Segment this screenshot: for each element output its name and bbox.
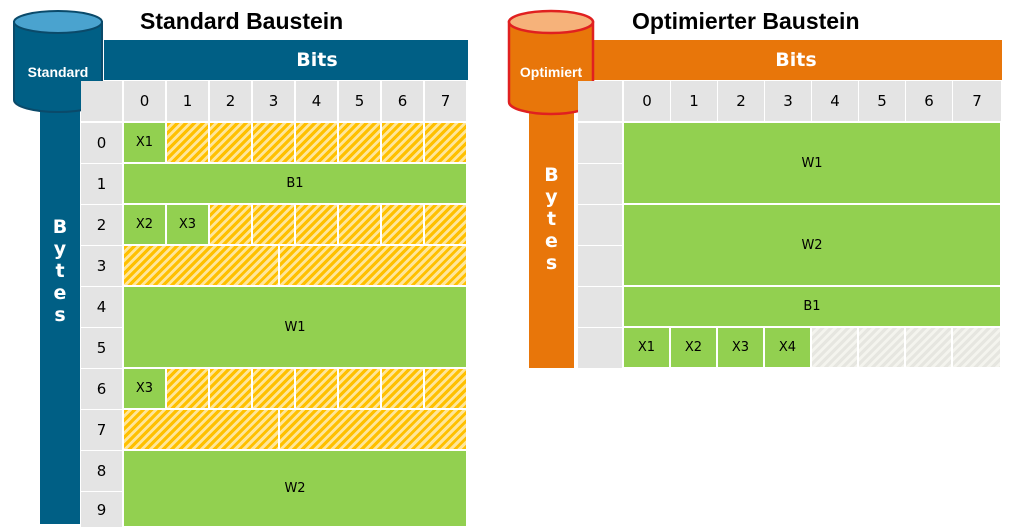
bytes-letter: e: [545, 230, 558, 252]
bytes-letter: B: [544, 164, 559, 186]
padding-cell: [253, 123, 296, 164]
optimiert-bytes-bar: B y t e s: [529, 80, 574, 368]
byte-cell: [578, 123, 623, 164]
standard-database-icon: Standard: [12, 8, 104, 118]
bytes-letter: t: [546, 208, 557, 230]
bit-number: 5: [859, 81, 906, 122]
padding-cell: [339, 123, 382, 164]
cell-x1: X1: [124, 123, 167, 164]
padding-block: [124, 410, 280, 451]
byte-number: 8: [81, 451, 123, 492]
padding-cell: [339, 205, 382, 246]
bits-label: Bits: [296, 49, 338, 71]
padding-block: [280, 246, 468, 287]
bit-number: 2: [210, 81, 252, 122]
padding-cell: [296, 205, 339, 246]
bit-number: 1: [167, 81, 209, 122]
cell-w2: W2: [624, 205, 1002, 287]
byte-cell: [578, 205, 623, 246]
padding-block: [280, 410, 468, 451]
byte-cell: [578, 287, 623, 328]
cell-x3: X3: [167, 205, 210, 246]
bytes-letter: B: [52, 216, 68, 238]
cell-b1: B1: [624, 287, 1002, 328]
bytes-letter: e: [53, 282, 67, 304]
bit-number: 7: [953, 81, 1002, 122]
header-corner: [578, 81, 623, 122]
padding-cell: [210, 205, 253, 246]
cell-x2: X2: [124, 205, 167, 246]
cell-w1: W1: [124, 287, 468, 369]
padding-cell: [167, 369, 210, 410]
padding-cell: [253, 205, 296, 246]
padding-cell: [425, 205, 468, 246]
padding-cell: [167, 123, 210, 164]
cell-x3: X3: [124, 369, 167, 410]
cell-x4: X4: [765, 328, 812, 369]
cell-x1: X1: [624, 328, 671, 369]
bit-number: 1: [671, 81, 718, 122]
bytes-letter: y: [545, 186, 558, 208]
padding-cell: [382, 369, 425, 410]
padding-cell: [296, 123, 339, 164]
byte-number: 3: [81, 246, 123, 287]
header-corner: [81, 81, 123, 122]
byte-cell: [578, 328, 623, 369]
padding-cell: [382, 123, 425, 164]
bit-number: 0: [624, 81, 671, 122]
optimiert-bits-bar: Bits: [590, 40, 1002, 80]
padding-cell: [253, 369, 296, 410]
padding-cell: [296, 369, 339, 410]
byte-number: 6: [81, 369, 123, 410]
cell-x3: X3: [718, 328, 765, 369]
bit-number: 0: [124, 81, 166, 122]
byte-number: 0: [81, 123, 123, 164]
bytes-letter: y: [53, 238, 67, 260]
cell-w1: W1: [624, 123, 1002, 205]
standard-bytes-bar: B y t e s: [40, 60, 80, 524]
optimiert-database-icon: Optimiert: [506, 8, 596, 120]
bit-number: 3: [765, 81, 812, 122]
bytes-letter: t: [55, 260, 65, 282]
cell-b1: B1: [124, 164, 468, 205]
bit-number: 2: [718, 81, 765, 122]
byte-cell: [578, 246, 623, 287]
byte-cell: [578, 164, 623, 205]
byte-number: 9: [81, 492, 123, 528]
byte-number: 1: [81, 164, 123, 205]
padding-cell: [382, 205, 425, 246]
unused-cell: [906, 328, 953, 369]
standard-bits-bar: Bits: [104, 40, 468, 80]
byte-number: 5: [81, 328, 123, 369]
standard-title: Standard Baustein: [140, 8, 344, 34]
bit-number: 5: [339, 81, 381, 122]
bit-number: 7: [425, 81, 467, 122]
bit-number: 6: [906, 81, 953, 122]
bytes-letter: s: [54, 304, 66, 326]
padding-cell: [425, 369, 468, 410]
padding-cell: [210, 123, 253, 164]
cylinder-label: Optimiert: [519, 64, 583, 80]
unused-cell: [812, 328, 859, 369]
bit-number: 6: [382, 81, 424, 122]
cell-x2: X2: [671, 328, 718, 369]
padding-cell: [425, 123, 468, 164]
byte-number: 2: [81, 205, 123, 246]
bit-number: 4: [296, 81, 338, 122]
cylinder-label: Standard: [27, 64, 89, 80]
byte-number: 4: [81, 287, 123, 328]
cell-w2: W2: [124, 451, 468, 528]
padding-cell: [210, 369, 253, 410]
byte-number: 7: [81, 410, 123, 451]
bits-label: Bits: [775, 49, 817, 71]
optimiert-title: Optimierter Baustein: [632, 8, 860, 34]
bit-number: 3: [253, 81, 295, 122]
bit-number: 4: [812, 81, 859, 122]
padding-cell: [339, 369, 382, 410]
padding-block: [124, 246, 280, 287]
unused-cell: [953, 328, 1002, 369]
bytes-letter: s: [545, 252, 558, 274]
unused-cell: [859, 328, 906, 369]
